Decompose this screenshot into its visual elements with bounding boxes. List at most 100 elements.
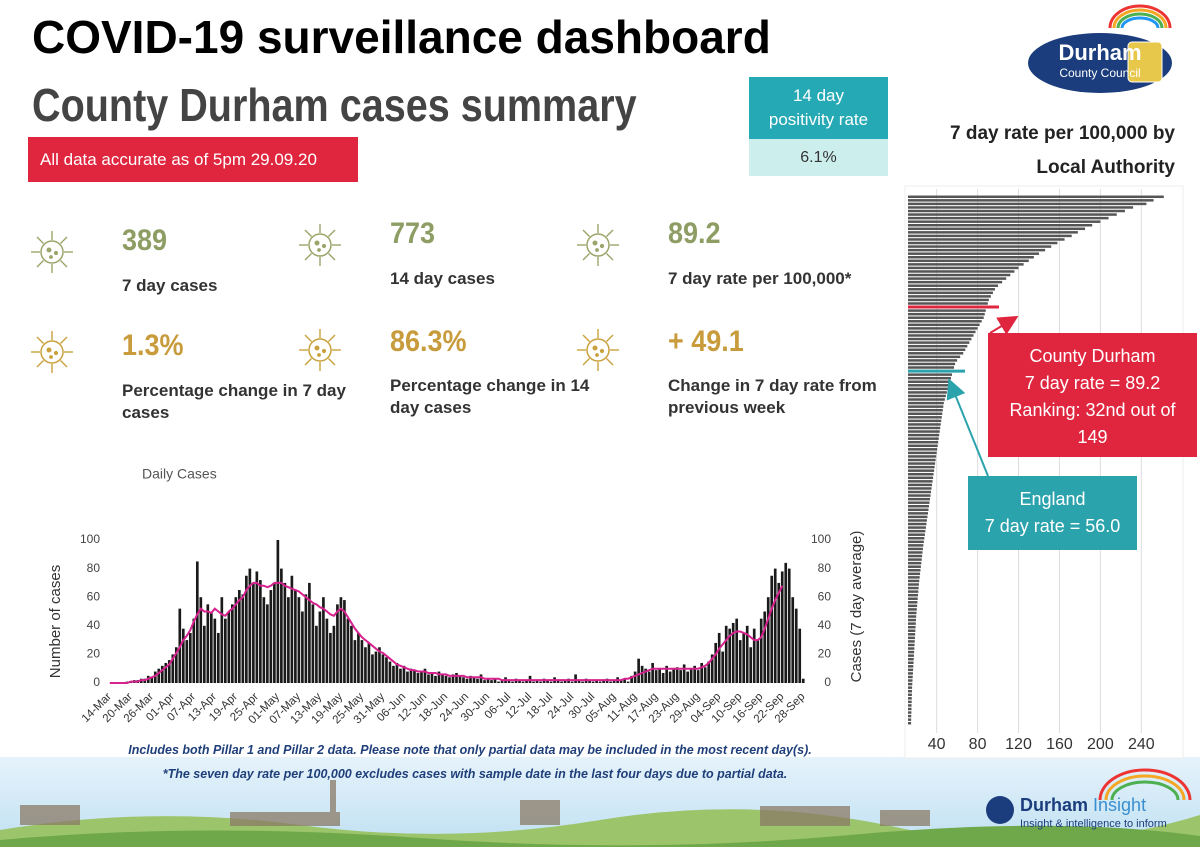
- bar: [644, 668, 647, 683]
- bar: [908, 362, 956, 366]
- annotation-line: 7 day rate = 89.2: [1024, 373, 1161, 393]
- x-tick-label: 160: [1046, 736, 1073, 753]
- x-tick-label: 120: [1005, 736, 1032, 753]
- y-axis-label: Number of cases: [47, 565, 64, 678]
- bar: [231, 604, 234, 683]
- bar: [458, 675, 462, 683]
- bar: [766, 597, 770, 683]
- bar: [908, 597, 918, 600]
- bar: [444, 675, 448, 683]
- bar: [908, 629, 916, 632]
- bar: [647, 671, 651, 683]
- bar: [908, 277, 1007, 280]
- subtitle: County Durham cases summary: [32, 79, 637, 131]
- bar: [451, 674, 455, 683]
- bar: [787, 568, 791, 683]
- bar: [908, 657, 914, 661]
- bar: [908, 231, 1078, 234]
- bar: [794, 608, 798, 683]
- bar: [546, 680, 549, 683]
- bar: [511, 681, 514, 683]
- bar: [908, 245, 1052, 248]
- bar: [238, 590, 241, 683]
- bar: [908, 238, 1065, 241]
- bar: [908, 711, 912, 714]
- bar: [710, 654, 714, 683]
- bar: [908, 625, 916, 629]
- rainbow: [1098, 4, 1192, 801]
- kpi-value: 773: [390, 217, 436, 250]
- chart-title: Daily Cases: [142, 466, 217, 482]
- bar: [252, 582, 255, 683]
- bar: [150, 677, 154, 683]
- kpi-icon: [298, 223, 342, 267]
- bar: [908, 679, 913, 682]
- bar: [700, 662, 704, 683]
- bar: [908, 465, 935, 469]
- bar: [908, 558, 922, 561]
- insight-logo: [986, 796, 1014, 824]
- bar: [908, 437, 939, 440]
- bar: [521, 681, 525, 683]
- bar: [213, 618, 217, 683]
- bar: [294, 590, 297, 683]
- bar: [448, 677, 451, 683]
- bar: [908, 380, 950, 383]
- bar: [661, 672, 665, 683]
- positivity-label-text: 14 day positivity rate: [768, 86, 869, 129]
- bar: [612, 680, 616, 683]
- bar: [908, 416, 942, 419]
- bar: [658, 668, 661, 683]
- bar: [908, 327, 978, 330]
- bar: [675, 667, 679, 683]
- bar: [908, 426, 941, 430]
- bar: [908, 323, 980, 327]
- bar: [220, 597, 224, 683]
- bar: [908, 565, 921, 568]
- kpi-icon: [30, 330, 74, 374]
- bar: [518, 680, 521, 683]
- bar: [290, 575, 294, 683]
- bar: [908, 227, 1086, 231]
- bar: [908, 391, 947, 394]
- bar: [598, 681, 602, 683]
- bar: [749, 647, 753, 683]
- insight-name: Durham Insight: [1020, 795, 1146, 816]
- bar: [908, 529, 926, 533]
- bar: [908, 590, 919, 593]
- bar: [908, 672, 913, 675]
- bar: [717, 632, 721, 683]
- bar: [350, 625, 353, 683]
- bar: [908, 291, 993, 295]
- bar: [745, 625, 749, 683]
- bar: [908, 220, 1101, 223]
- bar: [908, 721, 912, 725]
- bar: [908, 284, 999, 287]
- kpi-label: 7 day rate per 100,000*: [668, 269, 852, 288]
- line: [109, 581, 784, 684]
- bar: [276, 540, 280, 683]
- bar: [908, 675, 913, 679]
- bar: [908, 430, 940, 433]
- y-tick-label: 20: [87, 647, 101, 661]
- y-tick-label: 0: [93, 675, 100, 689]
- bar: [651, 662, 654, 683]
- bar: [908, 298, 989, 302]
- bar: [908, 533, 925, 536]
- y-tick-label: 40: [87, 618, 101, 632]
- bar: [908, 469, 935, 472]
- bar: [777, 582, 781, 683]
- y2-axis-label: Cases (7 day average): [848, 531, 865, 683]
- bar: [908, 376, 951, 380]
- bar: [455, 672, 458, 683]
- bar: [500, 680, 504, 683]
- bar: [908, 643, 915, 647]
- bar: [262, 597, 266, 683]
- kpi-icon: [576, 328, 620, 372]
- bar: [367, 642, 371, 683]
- bar: [630, 675, 633, 683]
- ranking-title: 7 day rate per 100,000 by Local Authorit…: [950, 123, 1175, 178]
- bar: [908, 352, 964, 355]
